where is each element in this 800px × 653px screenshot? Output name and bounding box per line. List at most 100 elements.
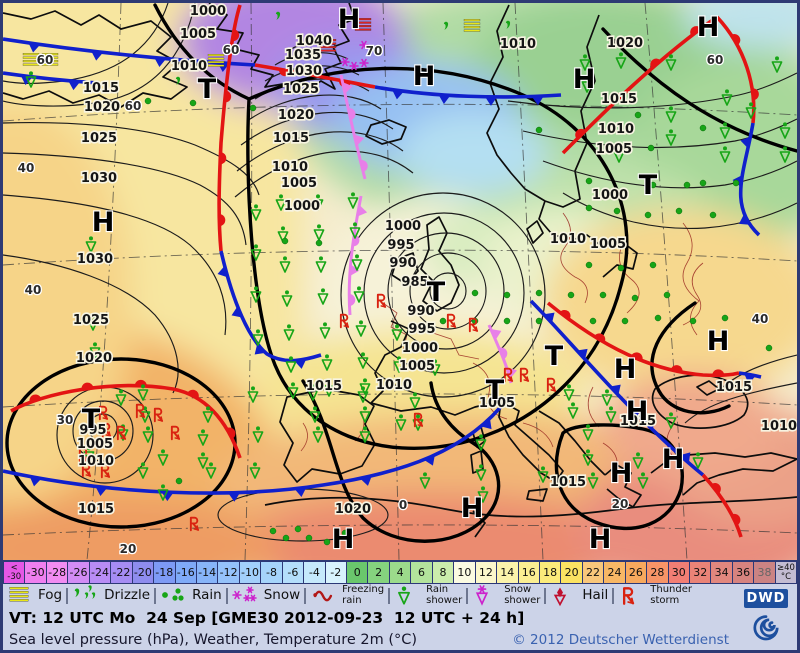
thunder-symbol [503, 367, 514, 383]
shower-symbol [615, 52, 627, 69]
pressure-label: 990 [407, 304, 434, 319]
low-pressure-center: T [639, 170, 658, 201]
scale-cell: 4 [389, 561, 412, 584]
warm-front-marker [612, 93, 623, 104]
pressure-label: 1010 [598, 122, 634, 137]
thickness-label: 70 [366, 44, 383, 58]
scale-cell: 12 [475, 561, 498, 584]
thunder-symbol [546, 377, 557, 393]
rain-symbol [732, 179, 740, 187]
shower-symbol [25, 71, 37, 88]
thunder-symbol [376, 293, 387, 309]
shower-symbol [197, 429, 209, 446]
high-pressure-center: H [332, 524, 355, 555]
shower-symbol [202, 406, 214, 423]
scale-cell: 18 [539, 561, 562, 584]
cold-front-marker [91, 50, 104, 61]
pressure-label: 1005 [281, 176, 317, 191]
copyright-text: © 2012 Deutscher Wetterdienst [512, 631, 729, 648]
warm-front-marker [650, 58, 661, 69]
occluded-front-marker [360, 160, 368, 172]
shower-symbol [353, 286, 365, 303]
shower-symbol [252, 329, 264, 346]
shower-symbol [665, 129, 677, 146]
scale-cell: 30 [668, 561, 690, 584]
cold-front [3, 396, 510, 495]
cold-front-marker [29, 476, 42, 487]
map-labels: 1000100099599098599099510001005100010051… [16, 3, 797, 557]
high-pressure-center: H [626, 396, 649, 427]
scale-cell: ≥40 °C [775, 561, 797, 584]
pressure-label: 1000 [385, 219, 421, 234]
shower-symbol [115, 389, 127, 406]
rain-symbol [699, 179, 707, 187]
warm-front-marker [711, 482, 721, 494]
scale-cell: 26 [625, 561, 648, 584]
shower-symbol [563, 384, 575, 401]
shower-symbol [250, 244, 262, 261]
scale-cell: -6 [282, 561, 305, 584]
drizzle-symbol [505, 20, 511, 29]
low-pressure-center: T [198, 74, 217, 105]
cold-front-marker [28, 42, 41, 53]
rain-symbol [282, 534, 290, 542]
cold-front-marker [68, 80, 81, 91]
legend-separator [304, 587, 307, 604]
warm-front-marker [631, 352, 643, 361]
drizzle-symbol [443, 21, 449, 30]
high-pressure-center: H [413, 61, 436, 92]
scale-cell: -4 [304, 561, 326, 584]
rain-symbol [269, 527, 277, 535]
shower-symbol [137, 462, 149, 479]
rain-symbol [599, 291, 607, 299]
pressure-label: 1000 [190, 4, 226, 19]
warm-front-marker [594, 333, 606, 343]
shower-symbol [601, 389, 613, 406]
shower-symbol [87, 314, 99, 331]
legend-label: Snow shower [504, 583, 541, 606]
cold-front [3, 71, 99, 85]
shower-symbol [692, 452, 704, 469]
chart-subtitle-row: Sea level pressure (hPa), Weather, Tempe… [3, 629, 797, 650]
cold-front-marker [485, 96, 498, 106]
legend-separator [225, 587, 228, 604]
shower-symbol [85, 236, 97, 253]
warm-front [701, 473, 743, 538]
thickness-label: 40 [25, 283, 42, 297]
warm-front-marker [219, 214, 226, 227]
rain-symbol [631, 294, 639, 302]
scale-cell: -8 [261, 561, 283, 584]
warm-front-marker [29, 394, 42, 403]
shower-symbol [613, 146, 625, 163]
shower-symbol [157, 484, 169, 501]
political-borders [300, 212, 704, 476]
rain-symbol [535, 289, 543, 297]
legend-item-freezing-rain: Freezing rain [310, 584, 384, 607]
legend-separator [612, 587, 615, 604]
low-pressure-center: T [545, 341, 564, 372]
fog-red-symbol [319, 39, 337, 52]
shower-symbol [281, 290, 293, 307]
fog-icon [9, 587, 29, 602]
shower-symbol [275, 194, 287, 211]
legend-separator [388, 587, 391, 604]
legend-separator [66, 587, 69, 604]
legend-label: Freezing rain [342, 583, 385, 606]
rain-icon [162, 588, 184, 601]
rain-symbol [675, 207, 683, 215]
rain-symbol [589, 317, 597, 325]
legend-item-snow: Snow [231, 584, 300, 607]
pressure-label: 1020 [607, 36, 643, 51]
pressure-label: 1015 [78, 502, 114, 517]
occluded-front-marker [490, 328, 502, 340]
thickness-label: 40 [18, 161, 35, 175]
shower-symbol [419, 472, 431, 489]
thickness-label: 60 [223, 43, 240, 57]
rain-symbol [281, 237, 289, 245]
pressure-label: 995 [79, 423, 106, 438]
fog-symbol [22, 53, 40, 66]
pressure-label: 1015 [716, 380, 752, 395]
pressure-label: 990 [389, 256, 416, 271]
pressure-label: 1000 [592, 188, 628, 203]
shower-symbol [719, 146, 731, 163]
